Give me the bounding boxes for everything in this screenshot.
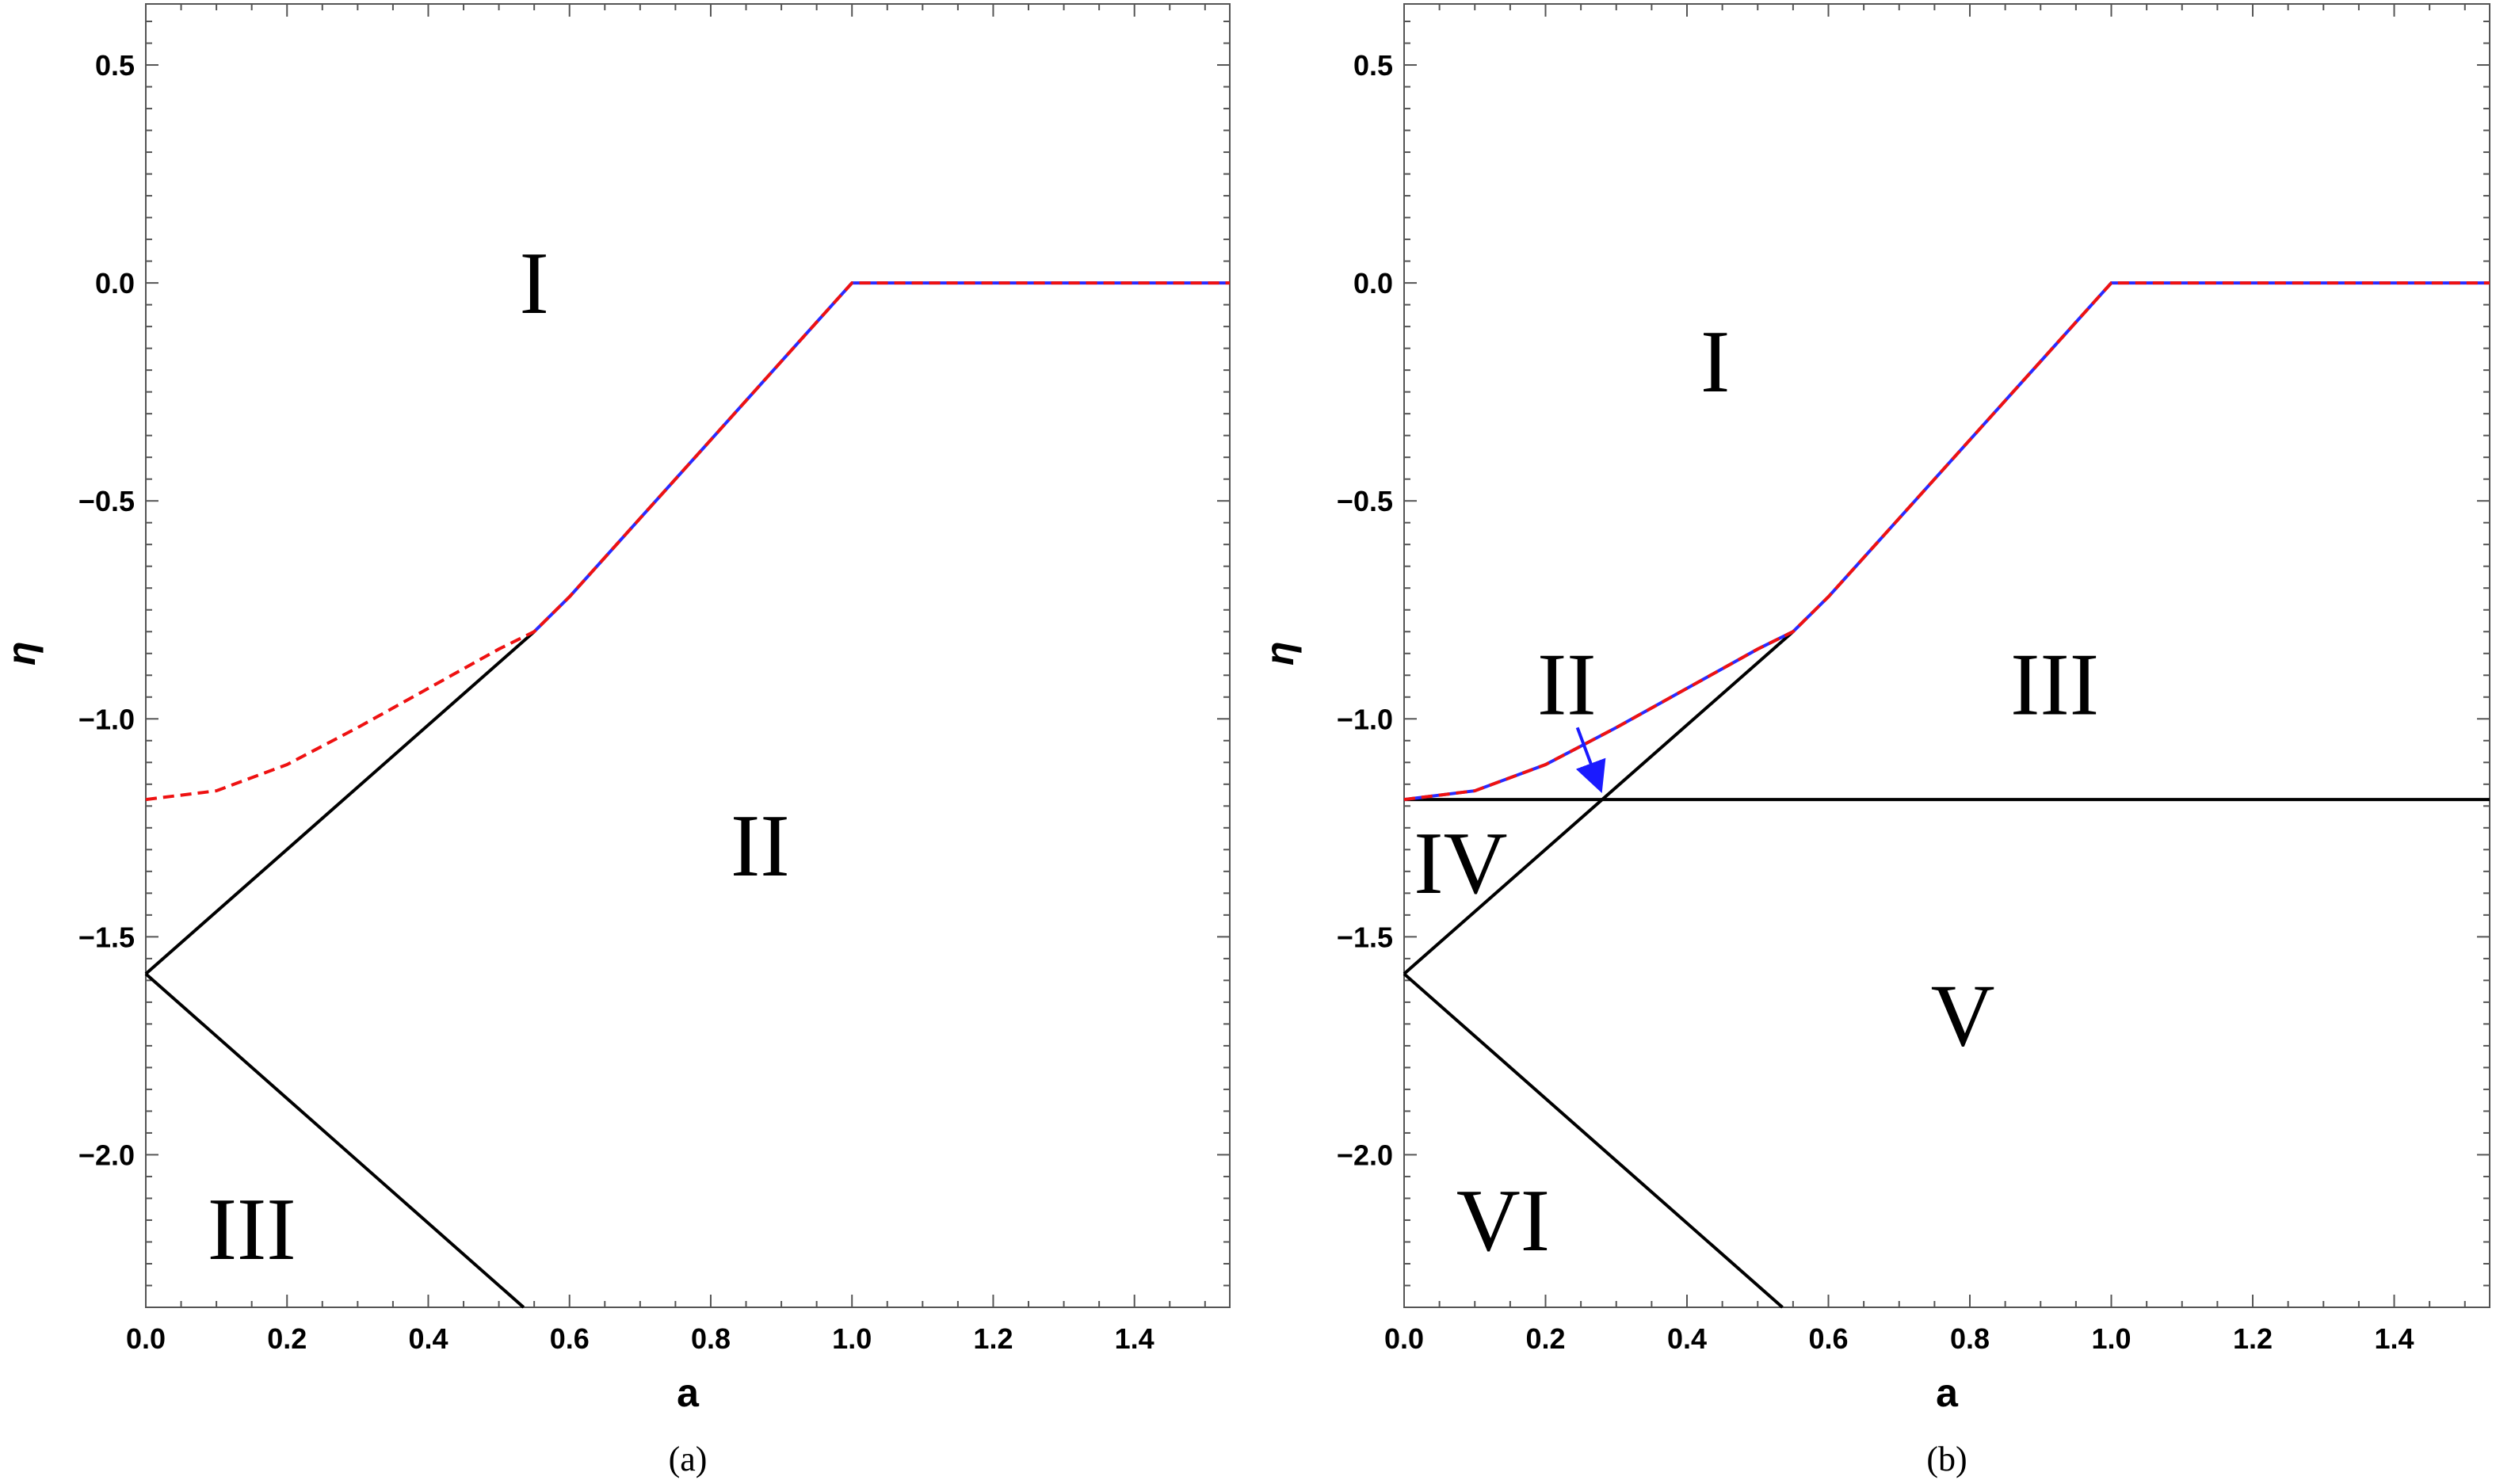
x-tick-label: 1.4 (2374, 1322, 2414, 1355)
x-tick-label: 1.0 (832, 1322, 872, 1355)
region-label: II (731, 797, 790, 895)
x-tick-label: 0.8 (1950, 1322, 1990, 1355)
y-tick-label: −1.5 (78, 921, 135, 953)
y-tick-label: −0.5 (1337, 485, 1393, 517)
plot-frame (1403, 3, 2490, 1308)
series-line-4 (1403, 281, 2490, 802)
x-tick-label: 0.2 (1525, 1322, 1565, 1355)
y-tick-label: 0.5 (1353, 49, 1393, 82)
x-tick-label: 1.2 (2233, 1322, 2273, 1355)
y-axis-label: η (0, 641, 44, 666)
series-line-1 (144, 972, 525, 1309)
y-tick-label: 0.5 (95, 49, 135, 82)
y-tick-label: −2.0 (1337, 1139, 1393, 1171)
region-label: III (2010, 635, 2099, 734)
x-tick-label: 0.2 (267, 1322, 307, 1355)
y-axis-label: η (1258, 641, 1302, 666)
region-label: I (520, 235, 549, 333)
x-tick-label: 1.4 (1115, 1322, 1154, 1355)
panel-caption: (b) (1926, 1440, 1967, 1478)
plot-frame (145, 3, 1231, 1308)
series-line-2 (532, 281, 1230, 633)
region-label: II (1537, 635, 1597, 734)
region-label: I (1700, 313, 1730, 411)
y-tick-label: 0.0 (95, 267, 135, 299)
x-tick-label: 0.0 (126, 1322, 166, 1355)
panel-caption: (a) (669, 1440, 708, 1478)
x-axis-label: a (1936, 1371, 1959, 1415)
series-line-0 (144, 630, 536, 975)
y-tick-label: −1.5 (1337, 921, 1393, 953)
y-tick-label: −1.0 (78, 703, 135, 735)
panel-b: 0.0 0.2 0.4 0.6 0.8 1.0 1.2 1.4 0.5 0.0 −0.5 −1.0 −1… (1258, 3, 2490, 1478)
region-label: IV (1414, 814, 1507, 913)
x-tick-label: 1.2 (973, 1322, 1013, 1355)
annotation-arrow (1575, 727, 1606, 794)
x-tick-label: 0.4 (408, 1322, 448, 1355)
x-tick-label: 0.6 (550, 1322, 590, 1355)
y-tick-label: 0.0 (1353, 267, 1393, 299)
series-line-3 (145, 281, 1230, 802)
x-axis-label: a (677, 1371, 700, 1415)
region-label: VI (1456, 1172, 1550, 1270)
y-tick-label: −2.0 (78, 1139, 135, 1171)
y-tick-label: −0.5 (78, 485, 135, 517)
x-tick-label: 0.6 (1808, 1322, 1848, 1355)
region-label: III (208, 1181, 296, 1279)
region-label: V (1931, 967, 1995, 1065)
x-tick-label: 0.4 (1667, 1322, 1707, 1355)
x-tick-label: 0.8 (691, 1322, 731, 1355)
series-line-1 (1403, 972, 1784, 1309)
series-line-0 (1403, 630, 1795, 975)
panel-a: 0.0 0.2 0.4 0.6 0.8 1.0 1.2 1.4 0.5 0.0 −0.5 −1.0 −1… (0, 3, 1231, 1478)
y-tick-label: −1.0 (1337, 703, 1393, 735)
x-tick-label: 1.0 (2091, 1322, 2131, 1355)
x-tick-label: 0.0 (1384, 1322, 1424, 1355)
